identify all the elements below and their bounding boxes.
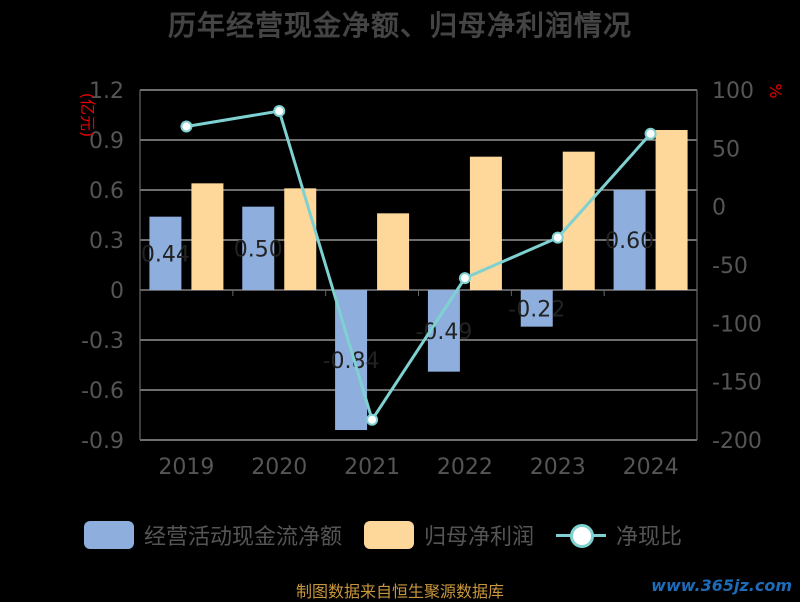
bar-cashflow <box>149 216 182 290</box>
bar-value-label: 0.44 <box>141 242 190 267</box>
right-tick-label: -200 <box>712 429 762 454</box>
right-axis-ticks: 100 50 0 -50 -100 -150 -200 <box>712 79 762 454</box>
bar-value-label: -0.22 <box>508 297 565 322</box>
bar-value-label: 0.60 <box>605 229 654 254</box>
right-tick-label: -100 <box>712 312 762 337</box>
legend: 经营活动现金流净额 归母净利润 净现比 <box>84 518 704 552</box>
chart-title: 历年经营现金净额、归母净利润情况 <box>167 9 632 42</box>
bar-netprofit <box>655 130 688 290</box>
line-point <box>366 413 379 426</box>
legend-swatch-line <box>556 521 607 549</box>
left-tick-label: -0.3 <box>81 329 124 354</box>
x-tick-label: 2021 <box>344 455 400 480</box>
legend-swatch-bar1 <box>84 521 134 549</box>
x-tick-label: 2022 <box>437 455 493 480</box>
bars-layer <box>149 130 688 430</box>
x-axis-ticks: 2019 2020 2021 2022 2023 2024 <box>158 455 678 480</box>
legend-label-bar2: 归母净利润 <box>424 525 535 550</box>
watermark: www.365jz.com <box>651 576 792 595</box>
bar-netprofit <box>562 151 595 290</box>
line-point <box>180 120 193 133</box>
left-tick-label: 0.6 <box>89 179 124 204</box>
line-point <box>458 272 471 285</box>
left-tick-label: 0 <box>110 279 124 304</box>
x-tick-label: 2020 <box>251 455 307 480</box>
legend-label-bar1: 经营活动现金流净额 <box>144 525 343 550</box>
x-tick-label: 2024 <box>623 455 679 480</box>
left-tick-label: -0.9 <box>81 429 124 454</box>
x-tick-label: 2023 <box>530 455 586 480</box>
left-tick-label: 1.2 <box>89 79 124 104</box>
legend-item-bar1[interactable]: 经营活动现金流净额 <box>84 519 342 551</box>
bar-cashflow <box>613 190 646 290</box>
bar-netprofit <box>191 183 224 290</box>
left-axis-unit: (亿元) <box>78 93 97 138</box>
bar-cashflow <box>427 290 460 372</box>
legend-label-line: 净现比 <box>616 525 683 550</box>
line-series-net-cash-ratio <box>186 109 652 424</box>
x-tick-label: 2019 <box>158 455 214 480</box>
bar-netprofit <box>284 188 317 290</box>
bar-labels-layer: 0.44 0.50-0.84-0.49-0.220.60 <box>141 229 654 374</box>
bar-value-label: 0.50 <box>234 237 283 262</box>
line-point <box>273 105 286 118</box>
left-tick-label: 0.9 <box>89 129 124 154</box>
bar-cashflow <box>520 290 553 327</box>
right-tick-label: -50 <box>712 254 748 279</box>
source-note: 制图数据来自恒生聚源数据库 <box>295 582 504 601</box>
right-tick-label: 50 <box>712 137 740 162</box>
right-tick-label: 100 <box>712 79 754 104</box>
line-point <box>644 127 657 140</box>
legend-item-line[interactable]: 净现比 <box>556 519 682 551</box>
line-layer <box>180 105 657 426</box>
left-tick-label: -0.6 <box>81 379 124 404</box>
grid-lines <box>139 89 698 441</box>
right-tick-label: 0 <box>712 196 726 221</box>
right-axis-unit: % <box>766 83 785 98</box>
line-point <box>551 231 564 244</box>
bar-cashflow <box>242 206 275 290</box>
legend-swatch-bar2 <box>364 521 415 549</box>
bar-netprofit <box>377 213 410 290</box>
legend-item-bar2[interactable]: 归母净利润 <box>364 519 534 551</box>
left-axis-ticks: 1.2 0.9 0.6 0.3 0 -0.3 -0.6 -0.9 <box>81 79 124 454</box>
left-tick-label: 0.3 <box>89 229 124 254</box>
right-tick-label: -150 <box>712 371 762 396</box>
